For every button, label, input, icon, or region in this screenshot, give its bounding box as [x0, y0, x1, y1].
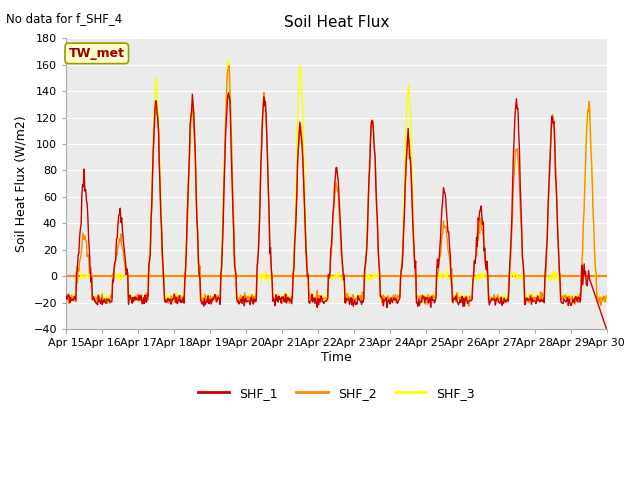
SHF_3 — [211, 296, 219, 301]
Text: No data for f_SHF_4: No data for f_SHF_4 — [6, 12, 123, 25]
SHF_1 — [127, 298, 135, 303]
SHF_2 — [465, 303, 473, 309]
Line: SHF_3: SHF_3 — [66, 60, 607, 304]
SHF_1 — [182, 248, 190, 253]
Legend: SHF_1, SHF_2, SHF_3: SHF_1, SHF_2, SHF_3 — [193, 382, 480, 405]
SHF_2 — [403, 154, 410, 160]
SHF_1 — [403, 151, 410, 156]
SHF_2 — [225, 63, 233, 69]
SHF_1 — [225, 90, 232, 96]
SHF_2 — [62, 297, 70, 303]
SHF_3 — [72, 293, 80, 299]
SHF_1 — [72, 297, 80, 303]
SHF_2 — [211, 295, 219, 301]
Line: SHF_1: SHF_1 — [66, 93, 607, 329]
SHF_1 — [603, 326, 611, 332]
Title: Soil Heat Flux: Soil Heat Flux — [284, 15, 389, 30]
SHF_2 — [182, 241, 190, 247]
SHF_1 — [62, 293, 70, 299]
SHF_2 — [603, 293, 611, 299]
X-axis label: Time: Time — [321, 351, 352, 364]
SHF_1 — [211, 292, 219, 298]
Text: TW_met: TW_met — [68, 47, 125, 60]
Y-axis label: Soil Heat Flux (W/m2): Soil Heat Flux (W/m2) — [15, 115, 28, 252]
SHF_3 — [603, 298, 611, 303]
SHF_1 — [419, 293, 426, 299]
SHF_3 — [403, 107, 410, 112]
SHF_3 — [225, 57, 232, 62]
SHF_2 — [419, 292, 426, 298]
SHF_3 — [497, 301, 504, 307]
SHF_3 — [419, 292, 426, 298]
SHF_2 — [72, 299, 80, 305]
SHF_3 — [127, 292, 135, 298]
Line: SHF_2: SHF_2 — [66, 66, 607, 306]
SHF_2 — [127, 296, 135, 302]
SHF_3 — [182, 245, 190, 251]
SHF_3 — [62, 294, 70, 300]
